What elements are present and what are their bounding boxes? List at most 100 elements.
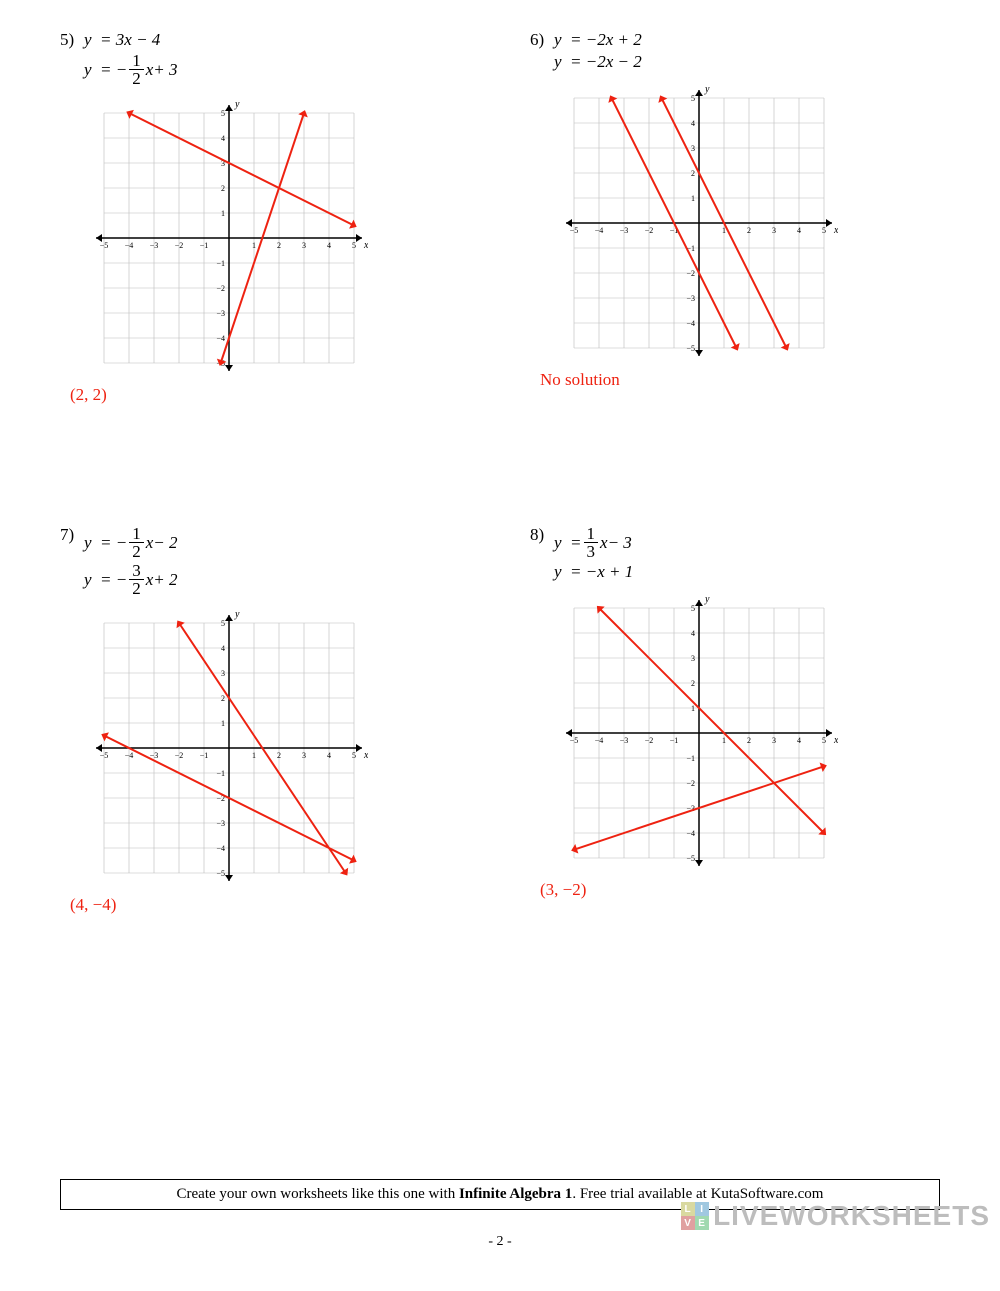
equations: y = 13x − 3y = −x + 1 xyxy=(554,525,633,584)
svg-text:3: 3 xyxy=(302,241,306,250)
svg-text:2: 2 xyxy=(747,736,751,745)
svg-text:−3: −3 xyxy=(216,819,225,828)
svg-text:y: y xyxy=(234,609,240,620)
equations: y = − 12x − 2y = − 32x + 2 xyxy=(84,525,178,599)
svg-text:3: 3 xyxy=(772,226,776,235)
svg-text:1: 1 xyxy=(691,194,695,203)
svg-text:−4: −4 xyxy=(216,334,225,343)
svg-text:−2: −2 xyxy=(175,751,184,760)
coordinate-graph: −5−5−4−4−3−3−2−2−1−11122334455xy xyxy=(90,99,368,377)
problem-number: 7) xyxy=(60,525,84,545)
problem: 5)y = 3x − 4y = − 12x + 3−5−5−4−4−3−3−2−… xyxy=(60,30,470,405)
svg-text:2: 2 xyxy=(691,679,695,688)
svg-text:4: 4 xyxy=(327,751,331,760)
brand-text: LIVEWORKSHEETS xyxy=(713,1200,990,1232)
svg-text:2: 2 xyxy=(277,241,281,250)
svg-text:1: 1 xyxy=(722,736,726,745)
svg-text:1: 1 xyxy=(221,209,225,218)
svg-text:−4: −4 xyxy=(125,751,134,760)
svg-text:5: 5 xyxy=(221,109,225,118)
svg-text:−5: −5 xyxy=(100,751,109,760)
svg-text:5: 5 xyxy=(691,94,695,103)
svg-text:−5: −5 xyxy=(686,854,695,863)
svg-text:y: y xyxy=(234,99,240,110)
svg-text:−4: −4 xyxy=(595,226,604,235)
problem-number: 6) xyxy=(530,30,554,50)
svg-text:5: 5 xyxy=(352,751,356,760)
svg-text:2: 2 xyxy=(221,694,225,703)
coordinate-graph: −5−5−4−4−3−3−2−2−1−11122334455xy xyxy=(560,84,838,362)
footer-pre: Create your own worksheets like this one… xyxy=(177,1186,459,1202)
brand-watermark: L I V E LIVEWORKSHEETS xyxy=(681,1200,990,1232)
svg-text:4: 4 xyxy=(221,134,225,143)
svg-text:−5: −5 xyxy=(100,241,109,250)
svg-text:−5: −5 xyxy=(686,344,695,353)
svg-text:−4: −4 xyxy=(686,829,695,838)
svg-text:3: 3 xyxy=(691,654,695,663)
svg-text:−3: −3 xyxy=(216,309,225,318)
svg-text:−2: −2 xyxy=(686,269,695,278)
svg-text:2: 2 xyxy=(221,184,225,193)
svg-text:5: 5 xyxy=(352,241,356,250)
svg-text:5: 5 xyxy=(691,604,695,613)
svg-text:4: 4 xyxy=(691,629,695,638)
svg-text:x: x xyxy=(833,735,838,746)
svg-text:−1: −1 xyxy=(670,736,679,745)
svg-text:−4: −4 xyxy=(125,241,134,250)
svg-text:−3: −3 xyxy=(620,226,629,235)
svg-text:−1: −1 xyxy=(200,241,209,250)
svg-text:3: 3 xyxy=(691,144,695,153)
svg-text:−2: −2 xyxy=(686,779,695,788)
svg-text:−5: −5 xyxy=(570,736,579,745)
problem: 8)y = 13x − 3y = −x + 1−5−5−4−4−3−3−2−2−… xyxy=(530,525,940,915)
svg-text:4: 4 xyxy=(797,226,801,235)
svg-text:2: 2 xyxy=(747,226,751,235)
svg-text:−5: −5 xyxy=(216,869,225,878)
svg-text:2: 2 xyxy=(691,169,695,178)
svg-text:3: 3 xyxy=(302,751,306,760)
problem: 7)y = − 12x − 2y = − 32x + 2−5−5−4−4−3−3… xyxy=(60,525,470,915)
svg-text:1: 1 xyxy=(252,241,256,250)
svg-text:5: 5 xyxy=(822,736,826,745)
svg-text:4: 4 xyxy=(221,644,225,653)
svg-text:−2: −2 xyxy=(645,736,654,745)
equations: y = −2x + 2y = −2x − 2 xyxy=(554,30,642,74)
page-number: - 2 - xyxy=(0,1234,1000,1250)
svg-text:2: 2 xyxy=(277,751,281,760)
svg-text:−1: −1 xyxy=(686,754,695,763)
svg-text:−3: −3 xyxy=(620,736,629,745)
problem-number: 5) xyxy=(60,30,84,50)
problem-number: 8) xyxy=(530,525,554,545)
answer-text: (4, −4) xyxy=(70,895,116,915)
svg-text:5: 5 xyxy=(221,619,225,628)
svg-text:−3: −3 xyxy=(686,294,695,303)
equations: y = 3x − 4y = − 12x + 3 xyxy=(84,30,178,89)
svg-text:−1: −1 xyxy=(216,259,225,268)
svg-text:x: x xyxy=(363,750,368,761)
svg-text:3: 3 xyxy=(221,669,225,678)
svg-text:x: x xyxy=(833,225,838,236)
svg-text:4: 4 xyxy=(691,119,695,128)
svg-text:−5: −5 xyxy=(570,226,579,235)
brand-badge: L I V E xyxy=(681,1202,709,1230)
svg-text:5: 5 xyxy=(822,226,826,235)
svg-text:−4: −4 xyxy=(686,319,695,328)
svg-text:1: 1 xyxy=(221,719,225,728)
svg-text:−2: −2 xyxy=(645,226,654,235)
svg-text:−4: −4 xyxy=(216,844,225,853)
svg-text:4: 4 xyxy=(327,241,331,250)
answer-text: (3, −2) xyxy=(540,880,586,900)
svg-text:y: y xyxy=(704,594,710,605)
problems-grid: 5)y = 3x − 4y = − 12x + 3 −5 −5 −4 −4 −3 −3 −2 −… xyxy=(60,30,940,915)
svg-text:−1: −1 xyxy=(216,769,225,778)
svg-text:x: x xyxy=(363,240,368,251)
svg-text:−1: −1 xyxy=(200,751,209,760)
problem: 6)y = −2x + 2y = −2x − 2 −5 −5 −4 −4 −3 −3 −2 −2… xyxy=(530,30,940,405)
svg-text:1: 1 xyxy=(252,751,256,760)
svg-text:−2: −2 xyxy=(216,284,225,293)
answer-text: (2, 2) xyxy=(70,385,107,405)
answer-text: No solution xyxy=(540,370,620,390)
svg-text:−3: −3 xyxy=(150,241,159,250)
footer-bold: Infinite Algebra 1 xyxy=(459,1186,572,1202)
coordinate-graph: −5−5−4−4−3−3−2−2−1−11122334455xy xyxy=(560,594,838,872)
